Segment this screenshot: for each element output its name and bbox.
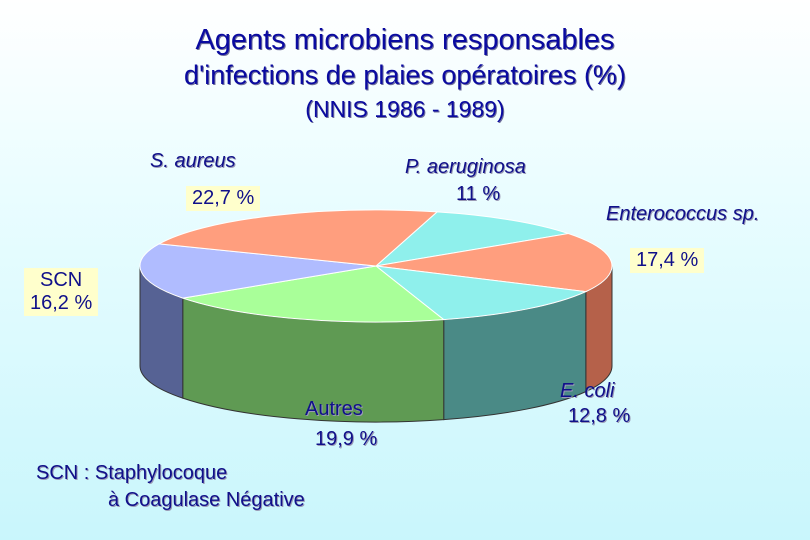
slice-value-e-coli: 12,8 % (568, 405, 631, 427)
slice-value-scn: 16,2 % (30, 292, 93, 314)
pie-slice-e-coli (374, 265, 588, 321)
slice-value-s-aureus: 22,7 % (186, 186, 261, 211)
chart-title-line3: (NNIS 1986 - 1989) (305, 96, 505, 122)
slice-value-p-aeruginosa: 11 % (456, 183, 501, 205)
slice-value-autres: 19,9 % (315, 428, 378, 450)
chart-title-line2: d'infections de plaies opératoires (%) (184, 60, 626, 90)
slice-label-autres: Autres (305, 398, 363, 420)
slice-label-s-aureus: S. aureus (150, 150, 236, 172)
footnote-line2: à Coagulase Négative (108, 489, 305, 511)
footnote: SCN : Staphylocoque à Coagulase Négative (36, 460, 305, 514)
slice-label-scn: SCN 16,2 % (24, 268, 99, 316)
chart-title-line1: Agents microbiens responsables (195, 24, 615, 56)
slice-label-scn-name: SCN (40, 269, 83, 291)
footnote-line1: SCN : Staphylocoque (36, 462, 228, 484)
slice-label-e-coli: E. coli (560, 380, 615, 402)
slice-label-p-aeruginosa: P. aeruginosa (405, 156, 526, 178)
slice-value-enterococcus: 17,4 % (630, 248, 705, 273)
pie-slice-enterococcus-sp (375, 233, 613, 293)
pie-slice-s-aureus (157, 209, 439, 267)
pie-slice-scn (139, 243, 377, 299)
pie-slice-p-aeruginosa (374, 211, 569, 267)
slice-label-enterococcus: Enterococcus sp. (606, 203, 760, 225)
pie-slice-autres (182, 265, 446, 323)
